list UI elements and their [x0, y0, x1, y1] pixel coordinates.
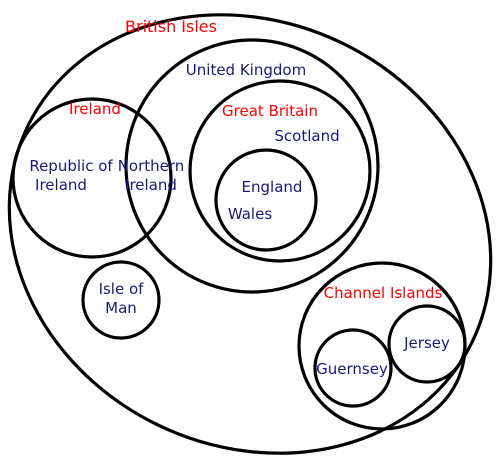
jersey-circle	[387, 304, 467, 384]
guernsey-circle	[313, 328, 393, 408]
ireland-label: Ireland	[69, 100, 121, 118]
great-britain-label: Great Britain	[222, 102, 318, 120]
wales-label: Wales	[228, 205, 272, 223]
isle-of-man-label-line2: Man	[105, 299, 137, 317]
united-kingdom-circle	[124, 38, 380, 294]
great-britain-circle	[188, 79, 372, 263]
channel-islands-label: Channel Islands	[324, 284, 443, 302]
northern-ireland-label-line2: Ireland	[125, 176, 177, 194]
scotland-label: Scotland	[274, 127, 339, 145]
republic-of-ireland-label-line2: Ireland	[35, 176, 87, 194]
england-wales-circle	[214, 148, 318, 252]
isle-of-man-label-line1: Isle of	[99, 280, 145, 298]
northern-ireland-label-line1: Northern	[118, 157, 185, 175]
isle-of-man-circle	[81, 260, 161, 340]
british-isles-label: British Isles	[125, 17, 217, 36]
jersey-label: Jersey	[403, 334, 450, 352]
united-kingdom-label: United Kingdom	[186, 61, 306, 79]
republic-of-ireland-label-line1: Republic of	[29, 157, 113, 175]
ireland-circle	[11, 97, 173, 259]
guernsey-label: Guernsey	[316, 360, 388, 378]
england-label: England	[242, 178, 303, 196]
